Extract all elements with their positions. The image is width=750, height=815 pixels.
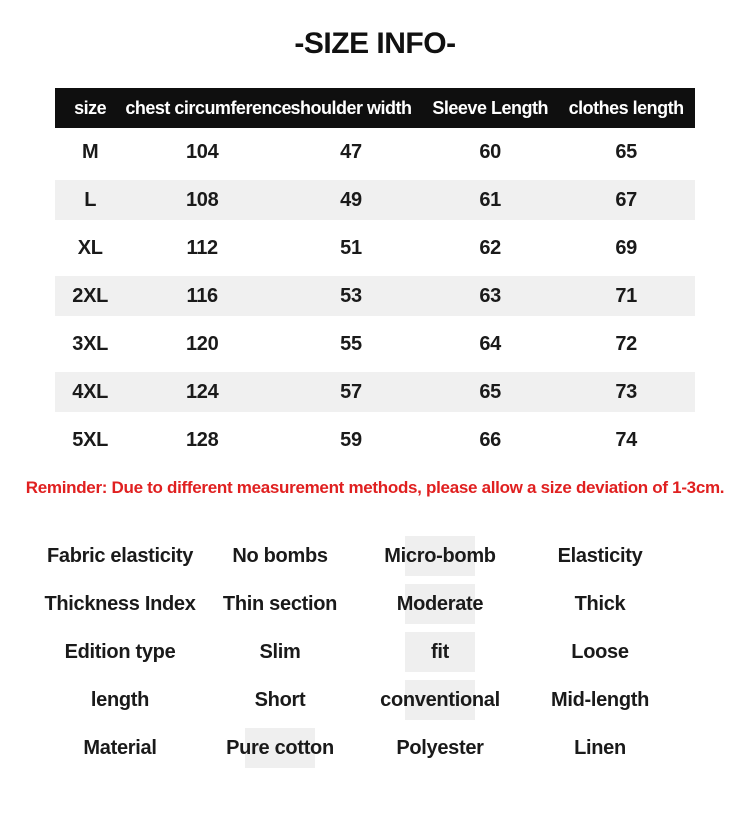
attribute-label-length: length [90, 688, 150, 711]
table-cell-clothes: 67 [615, 188, 637, 211]
attribute-option: Loose [571, 640, 629, 663]
column-header-clothes-length: clothes length [568, 97, 685, 118]
table-cell-sleeve: 64 [479, 332, 501, 355]
attributes-grid: Fabric elasticity No bombs Micro-bomb El… [40, 532, 680, 772]
table-cell-shoulder: 59 [340, 428, 362, 451]
table-row-4xl: 4XL 124 57 65 73 [55, 368, 695, 416]
table-cell-shoulder: 55 [340, 332, 362, 355]
attribute-option-selected: Moderate [360, 580, 520, 628]
table-cell-chest: 120 [185, 332, 219, 355]
attribute-option: Slim [259, 640, 301, 663]
table-row-m: M 104 47 60 65 [55, 128, 695, 176]
table-cell-chest: 112 [186, 236, 219, 259]
table-cell-size: L [84, 188, 97, 211]
attribute-option: Short [254, 688, 306, 711]
table-cell-size: 4XL [72, 380, 109, 403]
attribute-option: Polyester [396, 736, 484, 759]
table-cell-chest: 104 [185, 140, 219, 163]
attribute-option: Linen [574, 736, 626, 759]
table-cell-clothes: 73 [615, 380, 637, 403]
table-cell-shoulder: 49 [340, 188, 362, 211]
table-cell-clothes: 72 [615, 332, 637, 355]
table-cell-shoulder: 53 [340, 284, 362, 307]
table-cell-size: XL [77, 236, 103, 259]
table-cell-clothes: 74 [615, 428, 637, 451]
table-cell-chest: 128 [185, 428, 219, 451]
table-row-2xl: 2XL 116 53 63 71 [55, 272, 695, 320]
attribute-option: Thin section [222, 592, 338, 615]
attribute-option: Thick [574, 592, 626, 615]
table-cell-sleeve: 65 [479, 380, 501, 403]
attribute-option: Elasticity [557, 544, 643, 567]
table-cell-chest: 116 [186, 284, 219, 307]
table-cell-size: M [82, 140, 99, 163]
table-cell-size: 3XL [72, 332, 109, 355]
attribute-option: Mid-length [550, 688, 650, 711]
size-deviation-reminder: Reminder: Due to different measurement m… [25, 478, 725, 497]
table-cell-sleeve: 61 [479, 188, 501, 211]
table-row-l: L 108 49 61 67 [55, 176, 695, 224]
attribute-option: No bombs [232, 544, 328, 567]
attribute-label-edition-type: Edition type [64, 640, 176, 663]
table-cell-chest: 124 [185, 380, 219, 403]
table-cell-shoulder: 57 [340, 380, 362, 403]
column-header-chest-circumference: chest circumference [125, 97, 291, 118]
column-header-sleeve-length: Sleeve Length [432, 97, 548, 118]
attribute-option-selected: conventional [360, 676, 520, 724]
table-cell-size: 5XL [72, 428, 109, 451]
size-table-header-row: size chest circumference shoulder width … [55, 88, 695, 128]
attribute-option-selected: Pure cotton [200, 724, 360, 772]
attribute-label-material: Material [83, 736, 157, 759]
table-cell-clothes: 69 [615, 236, 637, 259]
attribute-label-fabric-elasticity: Fabric elasticity [46, 544, 194, 567]
table-cell-sleeve: 63 [479, 284, 501, 307]
table-row-3xl: 3XL 120 55 64 72 [55, 320, 695, 368]
size-table: size chest circumference shoulder width … [55, 88, 695, 464]
table-cell-chest: 108 [185, 188, 219, 211]
table-row-5xl: 5XL 128 59 66 74 [55, 416, 695, 464]
attribute-option-selected: fit [360, 628, 520, 676]
table-cell-sleeve: 66 [479, 428, 501, 451]
table-cell-clothes: 65 [615, 140, 637, 163]
table-cell-size: 2XL [72, 284, 109, 307]
column-header-size: size [74, 97, 107, 118]
table-cell-shoulder: 51 [340, 236, 362, 259]
table-cell-shoulder: 47 [340, 140, 362, 163]
attribute-option-selected: Micro-bomb [360, 532, 520, 580]
table-cell-sleeve: 62 [479, 236, 501, 259]
attribute-label-thickness-index: Thickness Index [44, 592, 196, 615]
table-cell-sleeve: 60 [479, 140, 501, 163]
table-cell-clothes: 71 [615, 284, 637, 307]
column-header-shoulder-width: shoulder width [290, 97, 412, 118]
page-title: -SIZE INFO- [294, 27, 456, 60]
table-row-xl: XL 112 51 62 69 [55, 224, 695, 272]
